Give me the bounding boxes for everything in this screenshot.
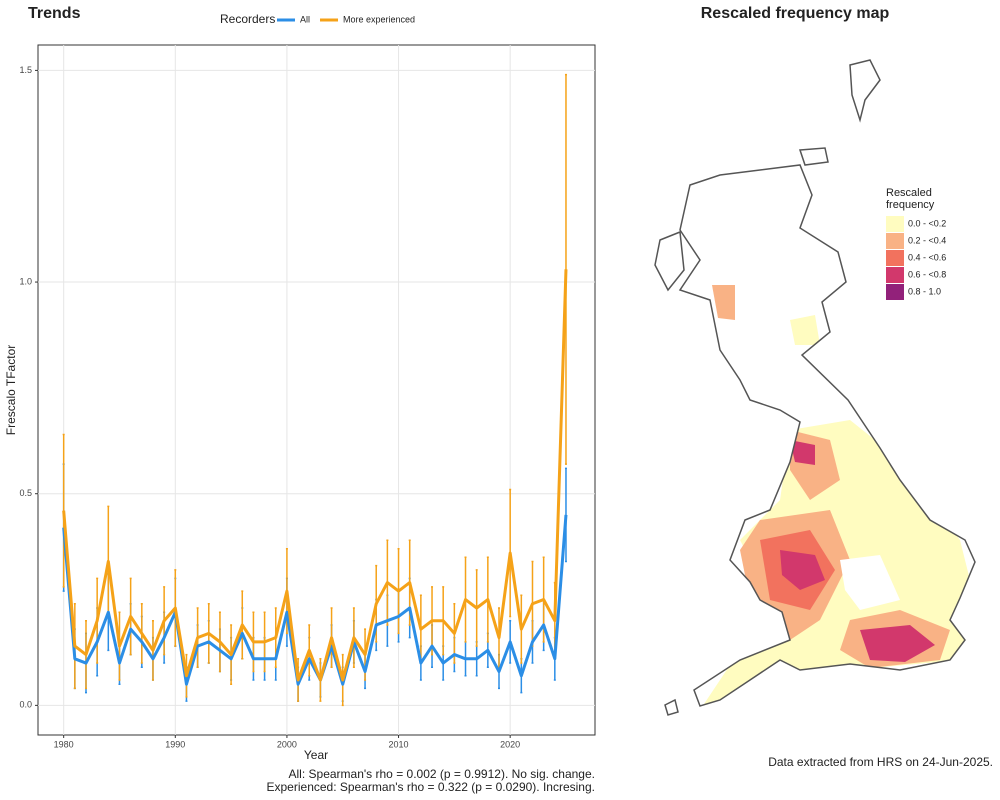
legend-label: All: [300, 14, 310, 24]
y-tick-label: 1.0: [19, 276, 32, 286]
y-axis-title: Frescalo TFactor: [4, 345, 18, 435]
map-outline: [798, 147, 829, 166]
y-tick-label: 0.5: [19, 488, 32, 498]
legend-label: 0.8 - 1.0: [908, 286, 941, 296]
y-tick-label: 1.5: [19, 65, 32, 75]
x-tick-label: 2020: [500, 739, 520, 749]
x-tick-label: 2000: [277, 739, 297, 749]
legend-swatch: [886, 267, 904, 283]
legend-title: Recorders: [220, 12, 275, 26]
legend-title: frequency: [886, 199, 935, 211]
legend-label: 0.2 - <0.4: [908, 235, 946, 245]
map-area: [840, 555, 900, 610]
source-note: Data extracted from HRS on 24-Jun-2025.: [768, 755, 993, 769]
legend-label: More experienced: [343, 14, 415, 24]
map: [654, 59, 976, 716]
map-outline: [654, 230, 685, 292]
legend-label: 0.6 - <0.8: [908, 269, 946, 279]
legend-label: 0.4 - <0.6: [908, 252, 946, 262]
series-line: [62, 269, 568, 682]
legend-swatch: [886, 284, 904, 300]
map-area: [790, 440, 815, 465]
legend-title: Rescaled: [886, 187, 932, 199]
chart-title: Trends: [28, 5, 81, 22]
map-outline: [664, 698, 679, 716]
legend-label: 0.0 - <0.2: [908, 218, 946, 228]
x-tick-label: 1980: [54, 739, 74, 749]
map-area: [780, 550, 825, 590]
x-tick-label: 1990: [165, 739, 185, 749]
legend-swatch: [886, 233, 904, 249]
x-axis-title: Year: [304, 748, 328, 762]
map-area: [790, 315, 820, 345]
map-area: [712, 285, 735, 320]
map-outline: [849, 59, 881, 123]
legend-swatch: [886, 250, 904, 266]
map-title: Rescaled frequency map: [701, 5, 890, 22]
x-tick-label: 2010: [389, 739, 409, 749]
y-tick-label: 0.0: [19, 700, 32, 710]
map-outline: [678, 164, 976, 707]
note: All: Spearman's rho = 0.002 (p = 0.9912)…: [289, 767, 595, 781]
legend-swatch: [886, 216, 904, 232]
note: Experienced: Spearman's rho = 0.322 (p =…: [267, 780, 596, 794]
plot-panel: [37, 44, 596, 736]
map-area: [860, 625, 935, 662]
